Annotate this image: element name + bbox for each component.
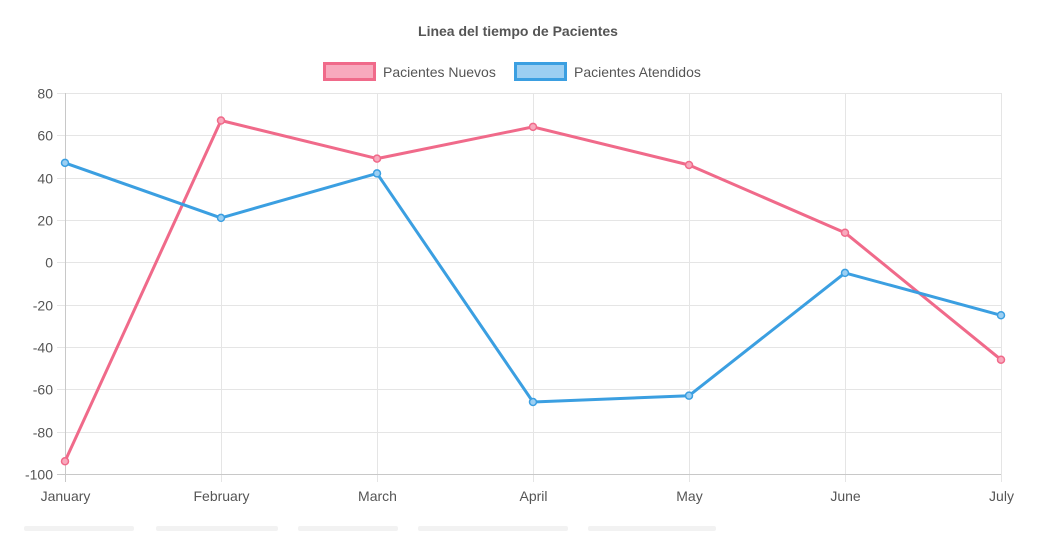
legend-label-pacientes-nuevos: Pacientes Nuevos xyxy=(383,64,496,80)
data-point-pacientes-atendidos-june[interactable] xyxy=(840,268,850,278)
x-tick-label-february: February xyxy=(193,488,249,504)
legend-item-pacientes-atendidos[interactable]: Pacientes Atendidos xyxy=(514,62,701,81)
bottom-strip-5 xyxy=(588,526,716,531)
data-point-pacientes-nuevos-july[interactable] xyxy=(996,355,1006,364)
legend-swatch-pacientes-nuevos xyxy=(323,62,376,81)
data-point-pacientes-nuevos-june[interactable] xyxy=(840,228,850,237)
y-tick-label-60: 60 xyxy=(37,128,53,144)
series-pacientes-nuevos xyxy=(60,116,1006,466)
data-point-pacientes-atendidos-february[interactable] xyxy=(216,213,226,223)
x-axis-tick-labels: January February March April May June July xyxy=(41,488,1014,504)
y-tick-label-80: -80 xyxy=(33,425,53,441)
data-point-pacientes-nuevos-march[interactable] xyxy=(372,154,382,163)
x-tick-label-january: January xyxy=(41,488,91,504)
series-pacientes-atendidos xyxy=(60,158,1006,407)
data-point-pacientes-nuevos-february[interactable] xyxy=(216,116,226,125)
bottom-strip-1 xyxy=(24,526,134,531)
data-point-pacientes-nuevos-january[interactable] xyxy=(60,457,70,466)
y-tick-label-0: 0 xyxy=(45,255,53,271)
chart-title: Linea del tiempo de Pacientes xyxy=(418,23,618,39)
y-tick-label-80: 80 xyxy=(37,86,53,102)
legend-item-pacientes-nuevos[interactable]: Pacientes Nuevos xyxy=(323,62,496,81)
x-tick-label-april: April xyxy=(519,488,547,504)
y-tick-label-40: -40 xyxy=(33,340,53,356)
bottom-strip-3 xyxy=(298,526,398,531)
bottom-strip-4 xyxy=(418,526,568,531)
y-tick-label-40: 40 xyxy=(37,171,53,187)
data-point-pacientes-atendidos-january[interactable] xyxy=(60,158,70,168)
series-layer xyxy=(60,116,1006,466)
data-point-pacientes-atendidos-april[interactable] xyxy=(528,397,538,407)
y-tick-label-100: -100 xyxy=(25,467,53,483)
y-tick-label-20: 20 xyxy=(37,213,53,229)
legend-swatch-pacientes-atendidos xyxy=(514,62,567,81)
data-point-pacientes-nuevos-april[interactable] xyxy=(528,122,538,132)
x-tick-label-june: June xyxy=(830,488,861,504)
y-tick-label-60: -60 xyxy=(33,382,53,398)
data-point-pacientes-atendidos-july[interactable] xyxy=(996,311,1006,320)
y-tick-label-20: -20 xyxy=(33,298,53,314)
x-tick-label-may: May xyxy=(676,488,702,504)
axes xyxy=(65,93,1001,475)
data-point-pacientes-atendidos-march[interactable] xyxy=(372,169,382,178)
legend-label-pacientes-atendidos: Pacientes Atendidos xyxy=(574,64,701,80)
data-point-pacientes-nuevos-may[interactable] xyxy=(684,160,694,170)
x-tick-label-july: July xyxy=(989,488,1014,504)
y-axis-tick-labels: 80 60 40 20 0 -20 -40 -60 -80 -100 xyxy=(25,86,53,483)
bottom-strip-2 xyxy=(156,526,278,531)
grid xyxy=(57,93,1002,482)
x-tick-label-march: March xyxy=(358,488,397,504)
data-point-pacientes-atendidos-may[interactable] xyxy=(684,391,694,400)
legend: Pacientes Nuevos Pacientes Atendidos xyxy=(323,62,701,81)
